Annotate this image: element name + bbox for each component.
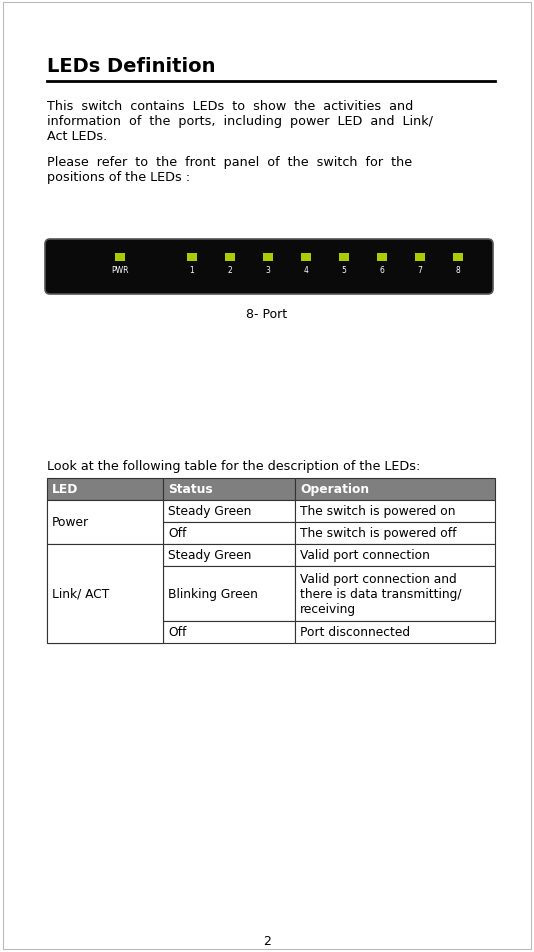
- Bar: [47, 479, 163, 501]
- Bar: [295, 622, 495, 644]
- Bar: [47, 501, 163, 523]
- Text: The switch is powered on: The switch is powered on: [300, 505, 456, 518]
- Text: Steady Green: Steady Green: [168, 549, 252, 562]
- Bar: [115, 254, 125, 262]
- Bar: [47, 622, 163, 644]
- Bar: [225, 254, 235, 262]
- Text: Look at the following table for the description of the LEDs:: Look at the following table for the desc…: [47, 460, 420, 472]
- Text: LED: LED: [52, 483, 78, 496]
- Bar: [47, 545, 163, 644]
- Bar: [295, 566, 495, 622]
- Bar: [301, 254, 311, 262]
- Text: Blinking Green: Blinking Green: [168, 587, 258, 601]
- Bar: [47, 566, 163, 622]
- Text: Off: Off: [168, 527, 186, 540]
- Bar: [187, 254, 197, 262]
- Bar: [453, 254, 463, 262]
- Text: PWR: PWR: [111, 266, 129, 275]
- Text: Operation: Operation: [300, 483, 369, 496]
- Text: Power: Power: [52, 516, 89, 529]
- Bar: [295, 523, 495, 545]
- Bar: [163, 566, 295, 622]
- Text: information  of  the  ports,  including  power  LED  and  Link/: information of the ports, including powe…: [47, 115, 433, 128]
- Bar: [163, 523, 295, 545]
- Text: Valid port connection: Valid port connection: [300, 549, 430, 562]
- FancyBboxPatch shape: [45, 240, 493, 295]
- Text: 2: 2: [263, 934, 271, 947]
- Bar: [339, 254, 349, 262]
- Bar: [263, 254, 273, 262]
- Text: LEDs Definition: LEDs Definition: [47, 57, 216, 76]
- Bar: [163, 501, 295, 523]
- Text: receiving: receiving: [300, 603, 356, 615]
- Bar: [47, 523, 163, 545]
- Text: Please  refer  to  the  front  panel  of  the  switch  for  the: Please refer to the front panel of the s…: [47, 156, 412, 169]
- Bar: [163, 479, 295, 501]
- Text: Act LEDs.: Act LEDs.: [47, 129, 107, 143]
- Text: Status: Status: [168, 483, 213, 496]
- Text: 3: 3: [265, 266, 270, 275]
- Bar: [295, 501, 495, 523]
- Text: 5: 5: [342, 266, 347, 275]
- Text: 7: 7: [418, 266, 422, 275]
- Bar: [415, 254, 425, 262]
- Text: 8- Port: 8- Port: [246, 307, 288, 321]
- Text: positions of the LEDs :: positions of the LEDs :: [47, 170, 190, 184]
- Text: there is data transmitting/: there is data transmitting/: [300, 587, 461, 601]
- Bar: [47, 545, 163, 566]
- Bar: [377, 254, 387, 262]
- Bar: [295, 545, 495, 566]
- Text: 6: 6: [380, 266, 384, 275]
- Bar: [295, 479, 495, 501]
- Text: This  switch  contains  LEDs  to  show  the  activities  and: This switch contains LEDs to show the ac…: [47, 100, 413, 113]
- Bar: [163, 622, 295, 644]
- Text: 8: 8: [456, 266, 460, 275]
- Text: The switch is powered off: The switch is powered off: [300, 527, 457, 540]
- Text: 2: 2: [227, 266, 232, 275]
- Text: 1: 1: [190, 266, 194, 275]
- Text: Off: Off: [168, 625, 186, 639]
- Text: Link/ ACT: Link/ ACT: [52, 587, 109, 601]
- Text: Port disconnected: Port disconnected: [300, 625, 410, 639]
- Text: Valid port connection and: Valid port connection and: [300, 572, 457, 585]
- Text: Steady Green: Steady Green: [168, 505, 252, 518]
- Bar: [163, 545, 295, 566]
- Bar: [47, 501, 163, 545]
- Text: 4: 4: [303, 266, 309, 275]
